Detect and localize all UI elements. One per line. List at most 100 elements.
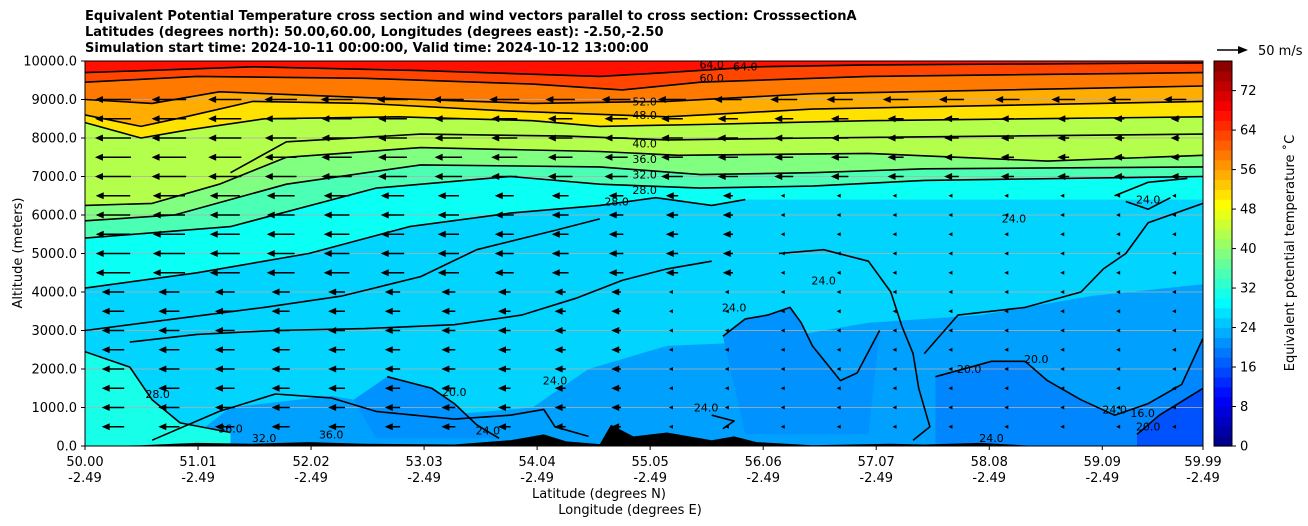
contour-label: 52.0 bbox=[632, 95, 657, 108]
colorbar-segment bbox=[1214, 139, 1232, 151]
wind-vector-head bbox=[551, 192, 560, 200]
wind-vector bbox=[1116, 193, 1121, 198]
wind-vector-head bbox=[938, 96, 947, 103]
wind-vector bbox=[1004, 405, 1009, 410]
wind-vector-head bbox=[266, 250, 275, 257]
wind-vector bbox=[948, 232, 953, 237]
x-tick-label-lat-8: 58.08 bbox=[971, 455, 1008, 470]
wind-vector-head bbox=[944, 134, 953, 142]
colorbar-segment bbox=[1214, 297, 1232, 309]
colorbar-segment bbox=[1214, 436, 1232, 447]
contour-line-52-3 bbox=[85, 100, 1203, 128]
wind-vector-head bbox=[214, 288, 223, 296]
x-tick-label-lon-10: -2.49 bbox=[1186, 471, 1220, 486]
wind-vector-head bbox=[214, 384, 223, 392]
contour-line-56-2 bbox=[85, 85, 1203, 105]
contour-line-24-18 bbox=[1114, 177, 1188, 197]
wind-vector-head bbox=[328, 288, 337, 296]
wind-vector-head bbox=[1170, 134, 1179, 142]
y-axis-label: Altitude (meters) bbox=[11, 198, 26, 309]
wind-vector bbox=[1060, 347, 1065, 352]
wind-vector bbox=[1172, 290, 1177, 294]
wind-vector-head bbox=[830, 115, 839, 123]
wind-vector bbox=[1172, 270, 1177, 275]
colorbar-segment bbox=[1214, 258, 1232, 269]
wind-vector-head bbox=[320, 96, 329, 103]
contour-line-24-17 bbox=[923, 202, 1203, 355]
wind-vector-head bbox=[1000, 173, 1009, 180]
wind-vector-head bbox=[94, 115, 103, 123]
wind-vector bbox=[724, 424, 729, 429]
wind-vector-head bbox=[264, 134, 273, 142]
wind-vector-head bbox=[717, 115, 726, 123]
wind-vector-head bbox=[497, 423, 506, 431]
wind-vector-head bbox=[497, 384, 506, 392]
wind-vector-head bbox=[497, 404, 506, 411]
wind-vector bbox=[1004, 193, 1009, 198]
field-warm-pocket bbox=[85, 351, 231, 446]
wind-vector-head bbox=[266, 211, 275, 219]
wind-vector-head bbox=[661, 153, 670, 161]
wind-vector-head bbox=[158, 423, 167, 431]
x-tick-label-lat-2: 52.02 bbox=[292, 455, 329, 470]
y-tick-label-6: 6000.0 bbox=[32, 209, 78, 224]
wind-vector-head bbox=[665, 230, 674, 238]
contour-line-44-5 bbox=[230, 133, 1203, 174]
wind-vector-head bbox=[384, 346, 393, 354]
x-axis-label-latitude: Latitude (degrees N) bbox=[532, 487, 666, 502]
wind-vector bbox=[892, 367, 897, 371]
y-tick-label-10: 10000.0 bbox=[23, 55, 77, 70]
x-tick-label-lon-1: -2.49 bbox=[181, 471, 215, 486]
colorbar-segment bbox=[1214, 268, 1232, 279]
wind-vector-head bbox=[441, 327, 450, 334]
wind-vectors bbox=[94, 96, 1187, 431]
contour-label: 40.0 bbox=[632, 138, 657, 151]
wind-vector-head bbox=[826, 96, 835, 103]
wind-vector-head bbox=[1113, 153, 1122, 161]
wind-vector bbox=[1060, 367, 1065, 371]
wind-vector-head bbox=[661, 173, 670, 180]
colorbar: 0 8 16 24 32 40 48 56 64 72 bbox=[1213, 60, 1257, 455]
colorbar-tick-label-6: 48 bbox=[1240, 203, 1257, 218]
wind-vector bbox=[780, 232, 785, 237]
wind-vector-head bbox=[380, 211, 389, 219]
y-tick-label-3: 3000.0 bbox=[32, 324, 78, 339]
contour-label: 20.0 bbox=[442, 386, 467, 399]
wind-vector-head bbox=[554, 327, 563, 334]
wind-vector-head bbox=[328, 423, 337, 431]
wind-vector-head bbox=[1057, 115, 1066, 123]
colorbar-tick-label-8: 64 bbox=[1240, 124, 1257, 139]
colorbar-segment bbox=[1214, 149, 1232, 161]
wind-vector-head bbox=[158, 288, 167, 296]
wind-vector-head bbox=[774, 134, 783, 142]
wind-vector-head bbox=[208, 115, 217, 123]
wind-vector-head bbox=[158, 365, 167, 373]
wind-vector bbox=[668, 309, 673, 314]
wind-vector-head bbox=[441, 423, 450, 431]
wind-vector-head bbox=[378, 153, 387, 161]
wind-vector bbox=[892, 270, 897, 275]
wind-vector-head bbox=[489, 96, 498, 103]
wind-vector bbox=[1004, 424, 1009, 429]
wind-vector-head bbox=[384, 288, 393, 296]
wind-vector-head bbox=[380, 230, 389, 238]
contour-label: 24.0 bbox=[694, 401, 719, 414]
wind-vector bbox=[780, 405, 785, 410]
colorbar-label: Equivalent potential temperature ˚C bbox=[1282, 135, 1298, 371]
wind-vector-head bbox=[497, 327, 506, 334]
wind-vector bbox=[1116, 232, 1121, 237]
wind-vector-head bbox=[209, 192, 218, 200]
wind-vector-head bbox=[608, 250, 617, 257]
wind-vector bbox=[892, 424, 897, 429]
colorbar-segment bbox=[1214, 327, 1232, 339]
wind-vector bbox=[780, 193, 785, 198]
wind-vector-head bbox=[1057, 173, 1066, 180]
wind-vector-head bbox=[604, 173, 613, 180]
wind-vector-head bbox=[209, 211, 218, 219]
colorbar-segment bbox=[1214, 376, 1232, 388]
wind-vector-head bbox=[1000, 115, 1009, 123]
contour-label: 24.0 bbox=[1002, 213, 1027, 226]
wind-vector-head bbox=[271, 423, 280, 431]
wind-vector-head bbox=[547, 115, 556, 123]
contour-label: 24.0 bbox=[1102, 403, 1127, 416]
